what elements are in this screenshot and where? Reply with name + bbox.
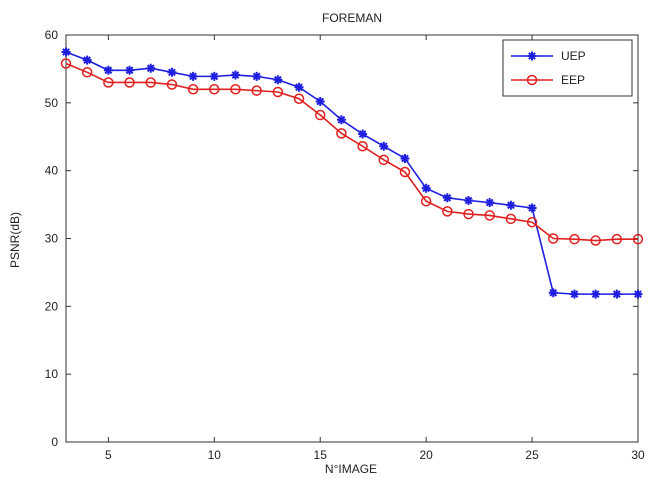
data-point-uep bbox=[252, 71, 262, 81]
data-point-uep bbox=[527, 203, 537, 213]
data-point-eep bbox=[81, 67, 93, 78]
data-point-uep bbox=[125, 65, 135, 75]
data-point-eep bbox=[145, 77, 156, 88]
legend-label-eep: EEP bbox=[561, 73, 585, 87]
data-point-uep bbox=[273, 75, 283, 85]
data-point-uep bbox=[421, 183, 431, 193]
series-uep bbox=[61, 47, 643, 299]
data-point-uep bbox=[506, 200, 516, 210]
y-tick-label: 20 bbox=[45, 299, 59, 313]
data-point-eep bbox=[442, 206, 453, 217]
legend-item-uep: UEP bbox=[511, 49, 586, 63]
data-point-eep bbox=[399, 166, 411, 178]
y-tick-label: 10 bbox=[45, 367, 59, 381]
y-tick-label: 30 bbox=[45, 232, 59, 246]
y-tick-label: 50 bbox=[45, 96, 59, 110]
series-eep bbox=[60, 58, 644, 246]
x-tick-label: 10 bbox=[208, 448, 222, 462]
y-axis-title: PSNR(dB) bbox=[8, 212, 22, 268]
x-tick-label: 25 bbox=[525, 448, 539, 462]
data-point-eep bbox=[124, 77, 135, 88]
data-point-uep bbox=[464, 196, 474, 206]
axis-ticks: 5 10 15 20 25 30 0 10 20 30 40 50 60 bbox=[45, 28, 645, 462]
data-point-eep bbox=[484, 210, 495, 221]
data-point-eep bbox=[293, 93, 305, 105]
legend-item-eep: EEP bbox=[511, 73, 585, 87]
data-point-uep bbox=[294, 82, 304, 92]
y-tick-label: 40 bbox=[45, 164, 59, 178]
legend-marker-uep bbox=[527, 51, 537, 61]
series-line-eep bbox=[65, 62, 638, 242]
data-point-uep bbox=[400, 153, 410, 163]
data-point-eep bbox=[209, 84, 220, 95]
data-point-eep bbox=[60, 58, 72, 69]
data-point-eep bbox=[230, 84, 241, 95]
data-point-eep bbox=[632, 233, 644, 245]
data-point-eep bbox=[505, 213, 517, 225]
data-point-uep bbox=[82, 55, 92, 65]
x-tick-label: 20 bbox=[419, 448, 433, 462]
data-point-eep bbox=[611, 233, 623, 245]
y-tick-label: 60 bbox=[45, 28, 59, 42]
data-point-uep bbox=[209, 71, 219, 81]
data-point-uep bbox=[379, 141, 389, 151]
data-point-uep bbox=[548, 288, 558, 298]
data-point-eep bbox=[526, 216, 538, 228]
data-point-eep bbox=[251, 85, 262, 96]
legend-box bbox=[502, 39, 633, 97]
x-tick-label: 15 bbox=[314, 448, 328, 462]
data-point-uep bbox=[61, 47, 71, 57]
legend: UEP EEP bbox=[502, 39, 633, 97]
data-point-eep bbox=[166, 79, 178, 90]
data-point-eep bbox=[272, 86, 284, 98]
legend-label-uep: UEP bbox=[561, 49, 586, 63]
data-point-eep bbox=[357, 140, 368, 152]
data-point-uep bbox=[612, 289, 622, 299]
x-tick-label: 30 bbox=[631, 448, 645, 462]
data-point-eep bbox=[103, 77, 114, 88]
data-point-uep bbox=[230, 70, 240, 80]
data-point-uep bbox=[188, 71, 198, 81]
data-point-eep bbox=[336, 128, 347, 139]
data-point-uep bbox=[442, 193, 452, 203]
data-point-uep bbox=[167, 67, 177, 77]
data-point-uep bbox=[591, 289, 601, 299]
x-axis-title: N°IMAGE bbox=[325, 462, 377, 476]
data-point-uep bbox=[146, 63, 156, 73]
data-point-uep bbox=[633, 289, 643, 299]
data-point-eep bbox=[590, 235, 601, 246]
data-point-eep bbox=[569, 233, 580, 245]
data-point-uep bbox=[315, 96, 325, 106]
data-point-eep bbox=[378, 154, 390, 166]
series-group bbox=[60, 47, 644, 299]
data-point-uep bbox=[336, 115, 346, 125]
data-point-eep bbox=[187, 84, 199, 95]
x-tick-label: 5 bbox=[105, 448, 112, 462]
data-point-uep bbox=[485, 198, 495, 208]
data-point-uep bbox=[358, 129, 368, 139]
data-point-eep bbox=[548, 233, 559, 244]
data-point-uep bbox=[569, 289, 579, 299]
data-point-uep bbox=[103, 65, 113, 75]
plot-area bbox=[65, 34, 639, 443]
y-tick-label: 0 bbox=[51, 435, 58, 449]
data-point-eep bbox=[420, 195, 432, 207]
series-line-uep bbox=[65, 51, 638, 295]
data-point-eep bbox=[314, 109, 326, 121]
chart-title: FOREMAN bbox=[322, 11, 382, 25]
data-point-eep bbox=[463, 208, 474, 220]
legend-marker-eep bbox=[526, 74, 538, 86]
